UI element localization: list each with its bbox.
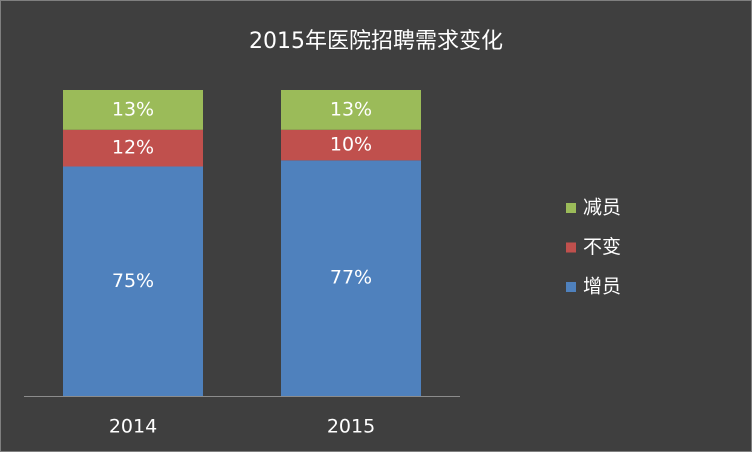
x-tick-label: 2014	[109, 416, 157, 438]
legend-label: 不变	[583, 236, 621, 258]
x-tick-label: 2015	[327, 416, 375, 438]
bar-segment	[281, 129, 421, 161]
legend-swatch	[566, 242, 576, 253]
data-label: 12%	[112, 137, 154, 159]
data-label: 77%	[330, 267, 372, 289]
legend-swatch	[566, 282, 576, 292]
bar-segment	[63, 90, 203, 130]
data-label: 75%	[112, 270, 154, 292]
legend-swatch	[566, 203, 576, 213]
bar-segment	[281, 90, 421, 130]
bar-segment	[63, 129, 203, 167]
legend-label: 增员	[583, 276, 621, 298]
data-label: 13%	[330, 98, 372, 120]
bar-segment	[281, 160, 421, 396]
bar-segment	[63, 166, 203, 396]
legend-label: 减员	[583, 197, 621, 219]
chart-title: 2015年医院招聘需求变化	[249, 29, 503, 54]
data-label: 13%	[112, 98, 154, 120]
data-label: 10%	[330, 134, 372, 156]
